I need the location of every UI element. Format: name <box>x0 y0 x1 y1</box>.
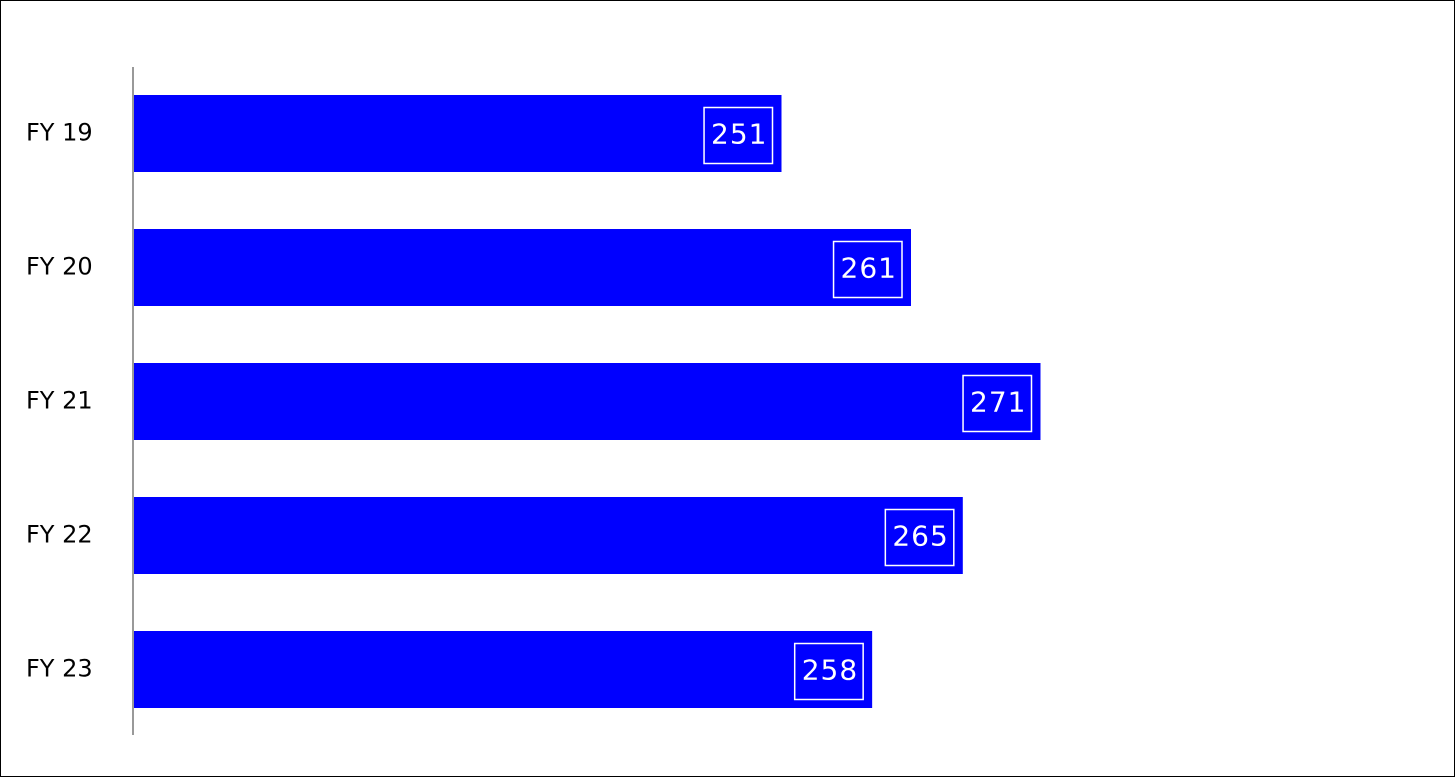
bars-layer: FY 19 251 FY 20 261 FY 21 271 FY 22 265 FY 23 258 <box>26 95 1041 708</box>
data-label-box <box>962 374 1033 433</box>
bar <box>134 229 911 306</box>
data-label: 271 <box>970 386 1026 419</box>
data-label-box <box>703 106 774 165</box>
bar <box>134 497 963 574</box>
bar <box>134 363 1041 440</box>
data-label: 251 <box>711 118 767 151</box>
data-label-box <box>793 642 864 701</box>
category-label: FY 23 <box>26 655 93 683</box>
category-label: FY 21 <box>26 387 93 415</box>
data-label-box <box>884 508 955 567</box>
bar <box>134 95 782 172</box>
bar <box>134 631 873 708</box>
data-label: 258 <box>802 654 858 687</box>
category-label: FY 20 <box>26 253 93 281</box>
category-label: FY 22 <box>26 521 93 549</box>
data-label-box <box>832 240 903 299</box>
data-label: 265 <box>892 520 948 553</box>
data-label: 261 <box>841 252 897 285</box>
category-label: FY 19 <box>26 119 93 147</box>
